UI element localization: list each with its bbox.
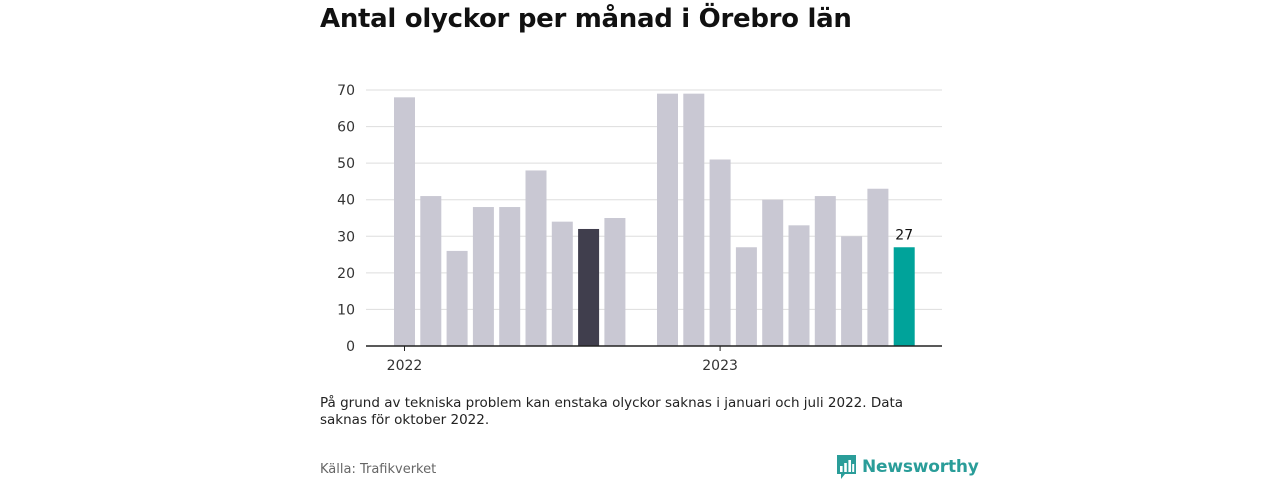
bar — [788, 225, 810, 346]
bar — [841, 236, 863, 346]
bar — [683, 93, 705, 347]
y-tick-label: 10 — [337, 302, 355, 318]
y-tick-label: 60 — [337, 120, 355, 136]
x-tick-label: 2022 — [387, 358, 423, 374]
chart-note: På grund av tekniska problem kan enstaka… — [320, 395, 904, 428]
bar — [446, 250, 468, 346]
bar — [657, 93, 678, 347]
newsworthy-logo: Newsworthy — [836, 454, 979, 480]
bar — [525, 170, 547, 346]
bar — [578, 228, 600, 346]
source-credit: Källa: Trafikverket — [320, 462, 437, 477]
y-tick-label: 20 — [337, 266, 355, 282]
bar — [551, 221, 573, 346]
x-tick-label: 2023 — [702, 358, 738, 374]
data-label: 27 — [895, 227, 913, 243]
bar — [420, 196, 442, 346]
bar — [762, 199, 784, 346]
chart-title: Antal olyckor per månad i Örebro län — [320, 4, 852, 34]
bar — [867, 188, 889, 346]
y-tick-label: 0 — [346, 339, 355, 355]
y-tick-label: 70 — [337, 83, 355, 99]
bar-chart: 0 10 20 30 40 50 60 70 27 2022 2023 — [337, 83, 942, 374]
bar — [735, 247, 757, 346]
bar — [604, 218, 626, 346]
brand-name: Newsworthy — [862, 457, 979, 477]
bar — [499, 207, 521, 346]
bar — [814, 196, 836, 346]
y-tick-label: 50 — [337, 156, 355, 172]
y-tick-label: 30 — [337, 229, 355, 245]
bar — [709, 159, 731, 346]
bar-chart-icon — [837, 455, 856, 479]
bar — [893, 247, 915, 346]
bar — [472, 207, 494, 346]
y-tick-label: 40 — [337, 193, 355, 209]
bar — [394, 97, 415, 346]
